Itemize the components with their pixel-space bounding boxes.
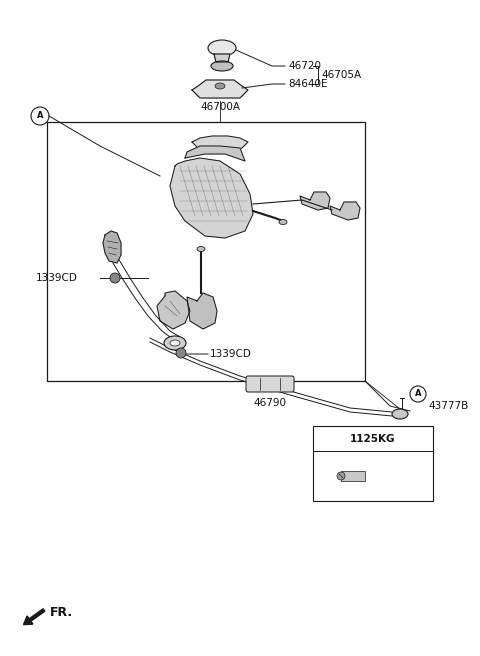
Polygon shape [187,293,217,329]
Ellipse shape [164,336,186,350]
Text: 1339CD: 1339CD [36,273,78,283]
FancyBboxPatch shape [246,376,294,392]
Polygon shape [185,146,245,161]
FancyArrow shape [24,609,45,625]
Ellipse shape [170,340,180,346]
Polygon shape [214,54,230,62]
Polygon shape [300,192,330,210]
Polygon shape [170,158,253,238]
Ellipse shape [197,247,205,251]
Polygon shape [157,291,190,329]
Bar [341,471,365,481]
Ellipse shape [392,409,408,419]
Ellipse shape [279,220,287,224]
Text: 46700A: 46700A [200,102,240,112]
Polygon shape [330,202,360,220]
Text: 1125KG: 1125KG [350,434,396,444]
Ellipse shape [215,83,225,89]
Polygon shape [192,80,248,98]
Text: A: A [37,112,43,121]
Text: 46720: 46720 [288,61,321,71]
Bar [313,426,433,501]
Ellipse shape [208,40,236,56]
Polygon shape [192,136,248,152]
Text: 43777B: 43777B [428,401,468,411]
Ellipse shape [337,472,345,480]
Circle shape [176,348,186,358]
Text: 46705A: 46705A [321,70,361,80]
Polygon shape [103,231,121,263]
Text: 46790: 46790 [253,398,287,408]
Text: A: A [415,390,421,398]
Bar [47,122,365,381]
Ellipse shape [211,61,233,71]
Text: 1339CD: 1339CD [210,349,252,359]
Circle shape [110,273,120,283]
Text: FR.: FR. [50,607,73,619]
Text: 84640E: 84640E [288,79,327,89]
